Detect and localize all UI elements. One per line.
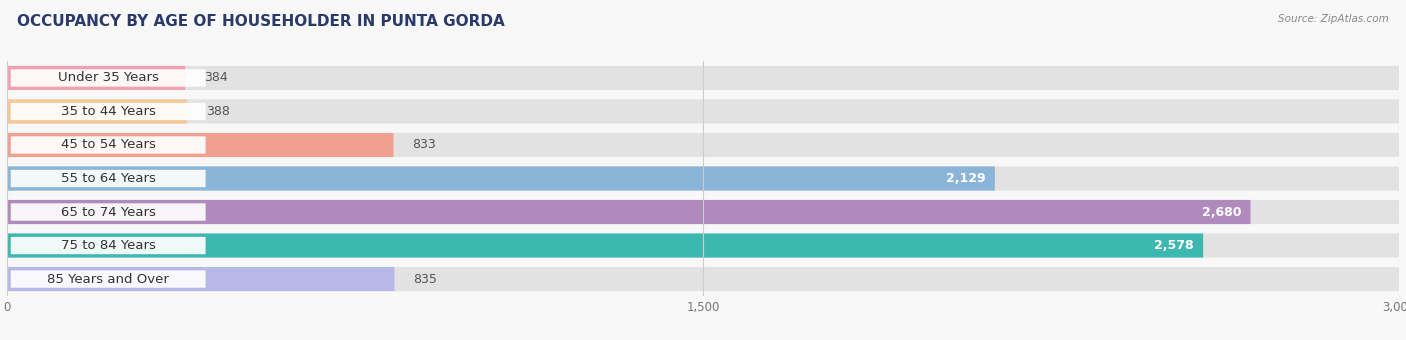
FancyBboxPatch shape [7,99,187,123]
FancyBboxPatch shape [7,66,1399,90]
FancyBboxPatch shape [11,69,205,87]
FancyBboxPatch shape [11,136,205,154]
FancyBboxPatch shape [7,133,1399,157]
FancyBboxPatch shape [7,99,1399,123]
FancyBboxPatch shape [11,237,205,254]
FancyBboxPatch shape [11,170,205,187]
FancyBboxPatch shape [7,133,394,157]
Text: 388: 388 [205,105,229,118]
Text: OCCUPANCY BY AGE OF HOUSEHOLDER IN PUNTA GORDA: OCCUPANCY BY AGE OF HOUSEHOLDER IN PUNTA… [17,14,505,29]
Text: 35 to 44 Years: 35 to 44 Years [60,105,156,118]
Text: 55 to 64 Years: 55 to 64 Years [60,172,156,185]
Text: 833: 833 [412,138,436,152]
Text: Source: ZipAtlas.com: Source: ZipAtlas.com [1278,14,1389,23]
FancyBboxPatch shape [7,200,1399,224]
FancyBboxPatch shape [7,167,995,190]
Text: 45 to 54 Years: 45 to 54 Years [60,138,156,152]
FancyBboxPatch shape [7,267,395,291]
Text: 2,129: 2,129 [946,172,986,185]
Text: 85 Years and Over: 85 Years and Over [48,273,169,286]
FancyBboxPatch shape [11,103,205,120]
FancyBboxPatch shape [7,167,1399,190]
Text: 384: 384 [204,71,228,84]
FancyBboxPatch shape [11,270,205,288]
Text: 835: 835 [413,273,437,286]
FancyBboxPatch shape [7,234,1204,258]
Text: 75 to 84 Years: 75 to 84 Years [60,239,156,252]
FancyBboxPatch shape [7,234,1399,258]
Text: 65 to 74 Years: 65 to 74 Years [60,205,156,219]
Text: 2,578: 2,578 [1154,239,1194,252]
FancyBboxPatch shape [7,267,1399,291]
FancyBboxPatch shape [7,200,1250,224]
FancyBboxPatch shape [11,203,205,221]
FancyBboxPatch shape [7,66,186,90]
Text: Under 35 Years: Under 35 Years [58,71,159,84]
Text: 2,680: 2,680 [1202,205,1241,219]
